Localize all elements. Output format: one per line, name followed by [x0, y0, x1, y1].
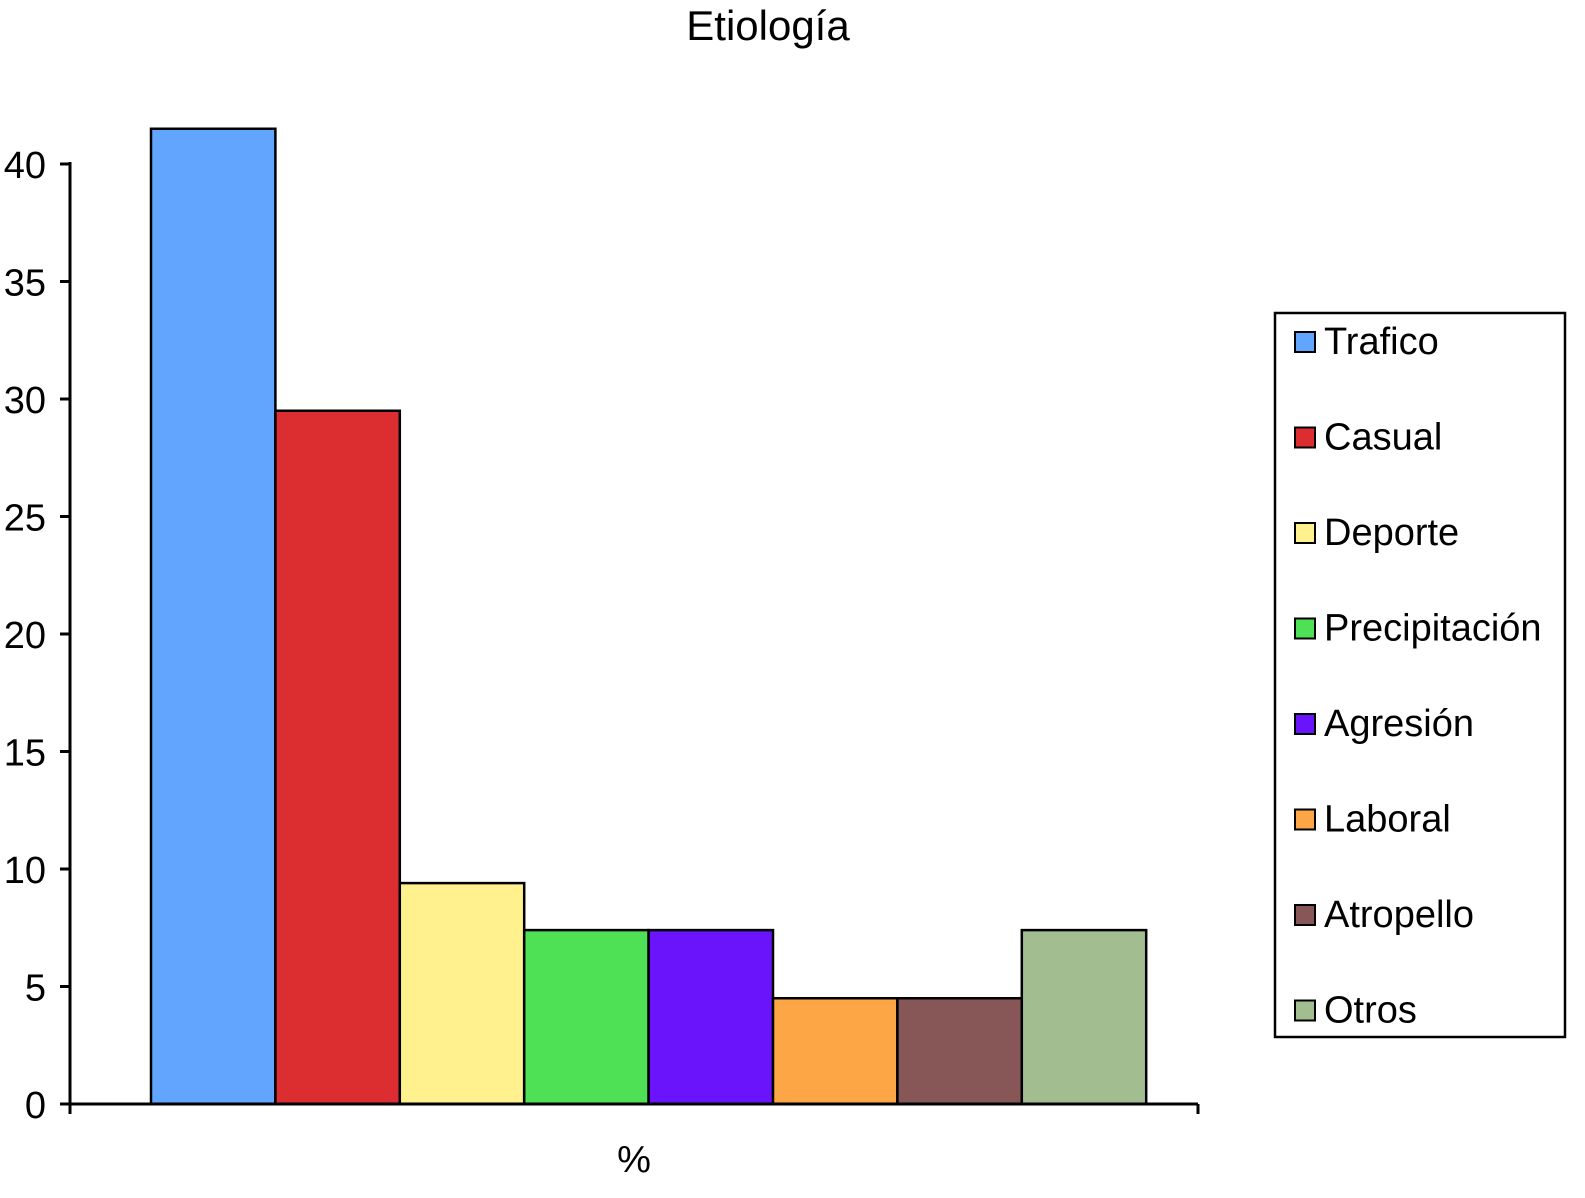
x-axis-label: %: [617, 1139, 651, 1181]
legend-label-otros: Otros: [1324, 990, 1417, 1032]
legend-label-agresión: Agresión: [1324, 703, 1474, 745]
y-tick-label-25: 25: [4, 498, 46, 540]
legend-swatch-trafico: [1294, 331, 1316, 353]
bar-trafico: [149, 127, 277, 1106]
y-tick-label-40: 40: [4, 145, 46, 187]
bars: [149, 127, 1148, 1106]
legend-label-trafico: Trafico: [1324, 321, 1439, 363]
legend-box: [1273, 311, 1567, 1039]
legend-label-deporte: Deporte: [1324, 512, 1459, 554]
bar-atropello: [896, 997, 1024, 1106]
bar-precipitación: [522, 928, 650, 1106]
y-tick-label-0: 0: [25, 1085, 46, 1127]
bar-deporte: [398, 881, 526, 1106]
bar-otros: [1020, 928, 1148, 1106]
legend-label-precipitación: Precipitación: [1324, 608, 1542, 650]
legend-swatch-casual: [1294, 426, 1316, 449]
legend-swatch-atropello: [1294, 904, 1316, 926]
legend-swatch-agresión: [1294, 713, 1316, 735]
legend-swatch-precipitación: [1294, 617, 1316, 640]
legend-swatch-otros: [1294, 999, 1316, 1022]
legend-swatch-deporte: [1294, 522, 1316, 544]
y-tick-label-20: 20: [4, 615, 46, 657]
bar-agresión: [647, 928, 775, 1106]
y-tick-label-30: 30: [4, 380, 46, 422]
bar-casual: [274, 409, 402, 1106]
y-tick-label-15: 15: [4, 733, 46, 775]
y-tick-label-10: 10: [4, 850, 46, 892]
legend: Trafico Casual Deporte Precipitación Agresió…: [1273, 311, 1567, 1039]
y-tick-label-5: 5: [25, 968, 46, 1010]
legend-swatch-laboral: [1294, 808, 1316, 831]
legend-label-atropello: Atropello: [1324, 894, 1474, 936]
y-axis: 0 5 10 15 20 25 30 35 40: [4, 145, 72, 1127]
bar-laboral: [771, 997, 899, 1106]
y-tick-label-35: 35: [4, 263, 46, 305]
chart-title: Etiología: [686, 2, 850, 49]
x-axis: [60, 1102, 1200, 1114]
legend-label-casual: Casual: [1324, 417, 1442, 459]
legend-label-laboral: Laboral: [1324, 799, 1451, 841]
